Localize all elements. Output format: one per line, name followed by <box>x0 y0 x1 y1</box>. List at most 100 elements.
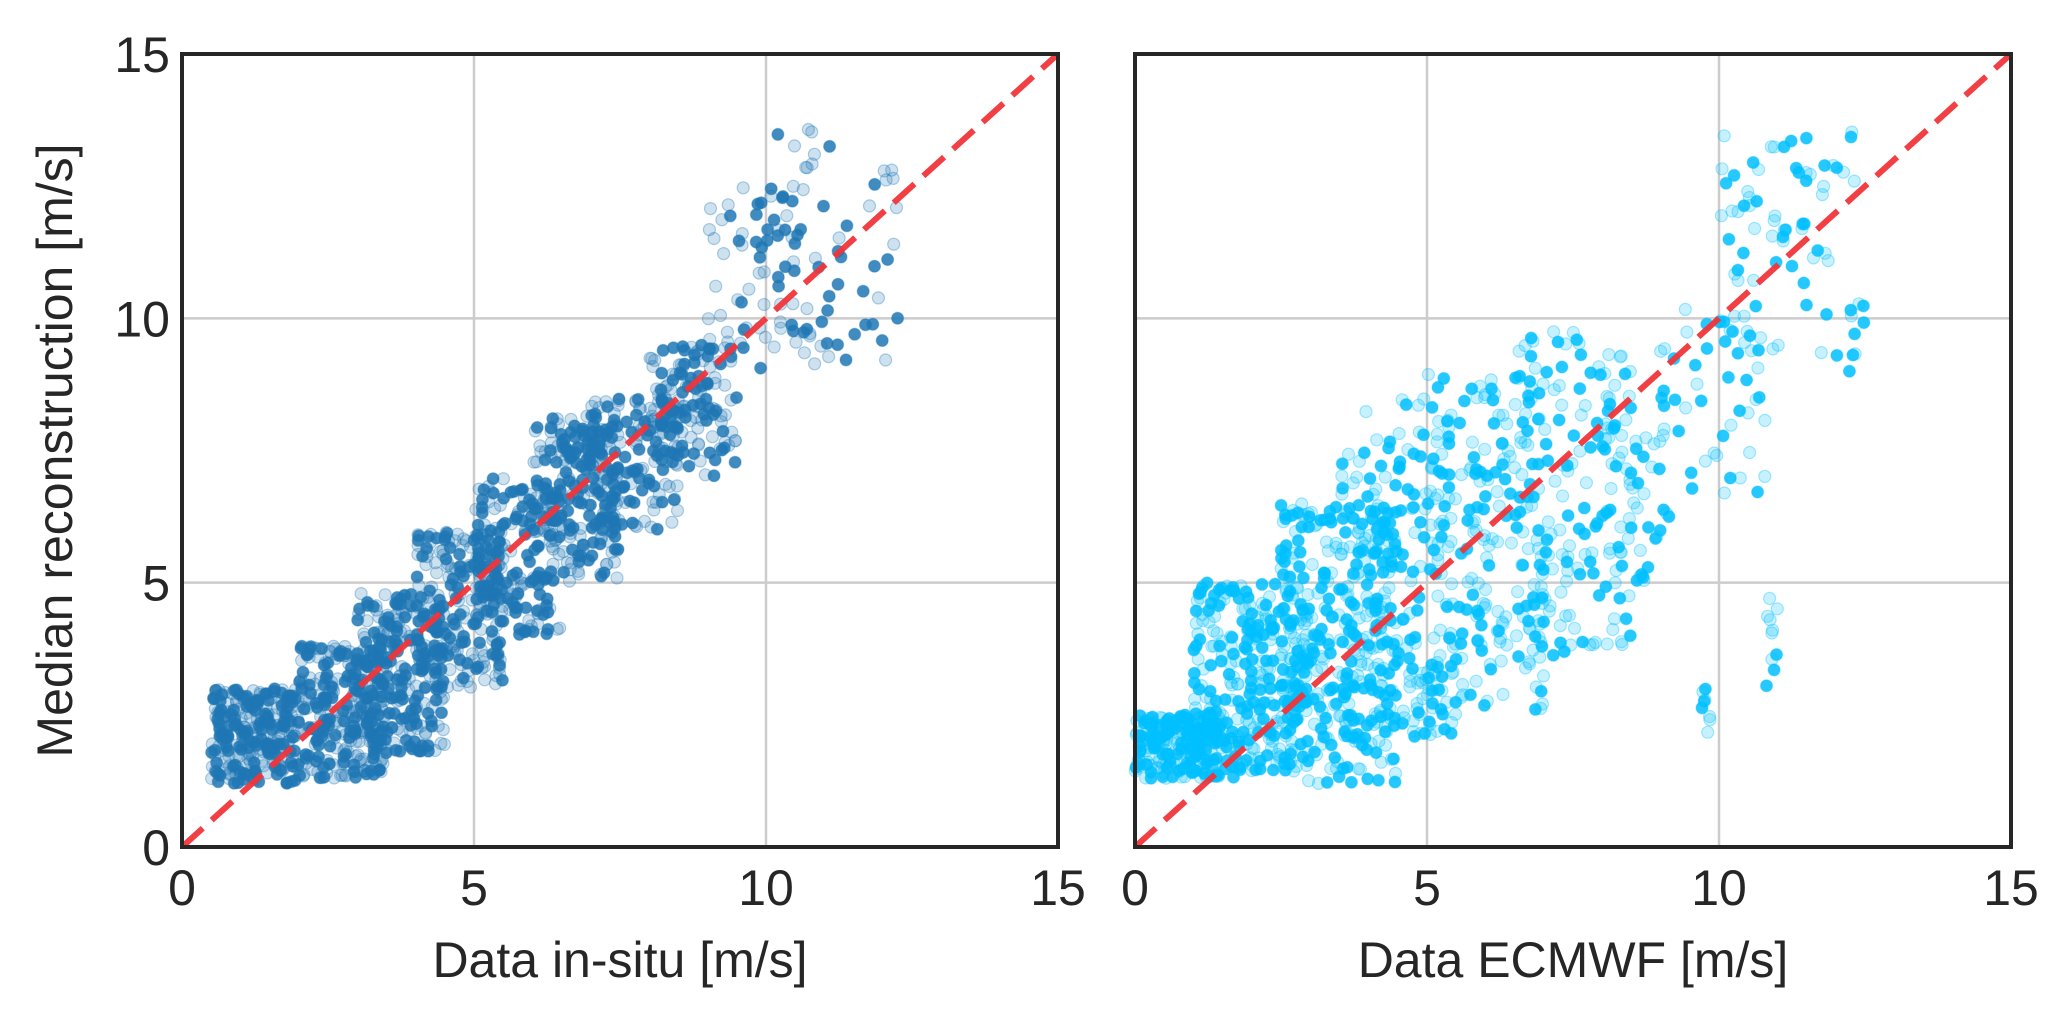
data-point <box>1769 647 1784 662</box>
data-point <box>617 479 631 493</box>
data-point <box>1204 658 1218 672</box>
left-axes-frame <box>180 52 1060 849</box>
data-point <box>1371 773 1386 787</box>
data-point <box>497 491 511 505</box>
data-point <box>607 407 621 421</box>
data-point <box>1561 508 1575 523</box>
data-point <box>216 732 230 746</box>
data-point <box>1387 711 1402 725</box>
data-point <box>280 776 294 790</box>
data-point <box>1535 639 1549 654</box>
data-point <box>1402 651 1416 665</box>
data-point <box>1140 755 1155 769</box>
data-point <box>1360 489 1375 504</box>
data-point <box>558 458 573 472</box>
data-point <box>1279 582 1294 596</box>
data-point <box>1427 666 1442 680</box>
data-point <box>285 689 300 703</box>
data-point <box>1359 609 1374 623</box>
data-point <box>1431 589 1445 603</box>
data-point <box>721 198 735 212</box>
data-point <box>1376 668 1390 682</box>
data-point <box>1540 365 1554 379</box>
data-point <box>1678 302 1692 316</box>
data-point <box>554 494 568 508</box>
data-point <box>1388 505 1403 519</box>
data-point <box>716 247 731 261</box>
data-point <box>1239 753 1253 767</box>
data-point <box>890 311 905 325</box>
left-y-tick-15: 15 <box>114 27 170 83</box>
data-point <box>1306 692 1320 706</box>
data-point <box>1222 667 1236 681</box>
data-point <box>1797 217 1811 231</box>
data-point <box>349 684 364 698</box>
data-point <box>1350 470 1364 484</box>
data-point <box>416 662 430 676</box>
data-point <box>415 549 430 563</box>
data-point <box>1403 674 1417 688</box>
y-axis-label: Median reconstruction [m/s] <box>27 143 83 757</box>
data-point <box>1257 695 1272 710</box>
data-point <box>1342 697 1356 711</box>
data-point <box>1313 700 1327 714</box>
data-point <box>1210 626 1224 640</box>
data-point <box>691 347 705 361</box>
data-point <box>349 770 363 785</box>
data-point <box>1256 712 1271 726</box>
data-point <box>1272 605 1286 619</box>
data-point <box>1305 557 1319 572</box>
data-point <box>670 479 684 493</box>
data-point <box>367 626 381 640</box>
data-point <box>1402 667 1417 681</box>
data-point <box>1364 504 1378 518</box>
data-point <box>1526 334 1540 348</box>
data-point <box>1619 462 1633 476</box>
data-point <box>465 647 479 661</box>
right-identity-line <box>1132 51 2014 850</box>
data-point <box>1192 711 1206 725</box>
data-point <box>687 447 701 461</box>
data-point <box>1584 366 1598 380</box>
data-point <box>655 495 669 509</box>
data-point <box>1470 634 1485 648</box>
data-point <box>390 722 404 736</box>
data-point <box>1347 598 1361 612</box>
data-point <box>1310 663 1324 678</box>
data-point <box>1600 637 1614 651</box>
left-identity-line <box>179 51 1061 850</box>
data-point <box>349 749 363 763</box>
data-point <box>1488 465 1503 479</box>
data-point <box>1336 669 1350 683</box>
data-point <box>473 636 487 650</box>
data-point <box>1288 524 1303 539</box>
data-point <box>753 250 767 264</box>
data-point <box>800 161 814 175</box>
data-point <box>1529 680 1543 694</box>
data-point <box>367 767 381 782</box>
data-point <box>359 635 373 649</box>
data-point <box>1621 531 1635 546</box>
data-point <box>527 455 541 469</box>
data-point <box>1477 502 1491 516</box>
data-point <box>1750 485 1765 499</box>
data-point <box>1351 525 1365 539</box>
data-point <box>1554 585 1568 599</box>
data-point <box>1573 444 1587 458</box>
data-point <box>1612 540 1626 554</box>
data-point <box>1274 647 1289 662</box>
data-point <box>1279 729 1293 743</box>
data-point <box>1231 694 1246 708</box>
data-point <box>1307 717 1322 731</box>
data-point <box>369 599 383 613</box>
data-point <box>276 737 290 751</box>
data-point <box>1504 536 1519 550</box>
data-point <box>1526 643 1540 657</box>
data-point <box>1688 358 1702 372</box>
data-point <box>552 530 566 544</box>
data-point <box>612 392 626 406</box>
data-point <box>1407 729 1422 744</box>
data-point <box>1797 276 1811 290</box>
data-point <box>1444 659 1458 673</box>
